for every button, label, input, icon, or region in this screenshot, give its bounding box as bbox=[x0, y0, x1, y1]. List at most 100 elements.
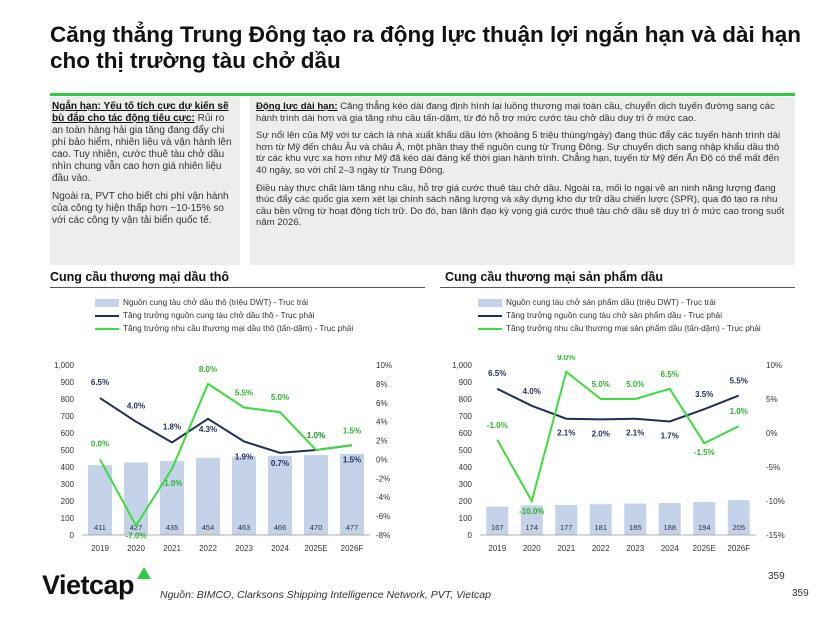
bar-value-label: 194 bbox=[698, 523, 711, 532]
right-axis-tick-label: 10% bbox=[376, 361, 392, 370]
x-axis-tick-label: 2022 bbox=[592, 544, 610, 553]
right-axis-tick-label: -4% bbox=[376, 493, 390, 502]
supply-bar bbox=[589, 504, 612, 535]
supply-growth-label: 4.0% bbox=[127, 402, 145, 411]
bar-value-label: 205 bbox=[732, 523, 745, 532]
right-axis-tick-label: 4% bbox=[376, 418, 388, 427]
demand-growth-label: 5.5% bbox=[235, 389, 253, 398]
bar-value-label: 181 bbox=[594, 523, 607, 532]
right-axis-tick-label: 2% bbox=[376, 437, 388, 446]
demand-growth-line bbox=[496, 370, 740, 504]
right-axis-tick-label: 0% bbox=[376, 455, 388, 464]
left-axis-tick-label: 0 bbox=[468, 531, 473, 540]
left-axis-tick-label: 800 bbox=[459, 395, 473, 404]
left-axis-tick-label: 100 bbox=[459, 514, 473, 523]
right-axis-tick-label: 6% bbox=[376, 399, 388, 408]
chart-2-legend: Nguồn cung tàu chở sản phẩm dầu (triệu D… bbox=[478, 296, 761, 335]
demand-growth-label: 0.0% bbox=[91, 439, 109, 448]
demand-growth-label: -7.0% bbox=[126, 532, 147, 541]
short-term-heading: Ngắn hạn: Yếu tố tích cực dự kiến sẽ bù … bbox=[52, 101, 229, 124]
short-term-paragraph-1: Ngắn hạn: Yếu tố tích cực dự kiến sẽ bù … bbox=[52, 101, 238, 185]
bar-value-label: 177 bbox=[560, 523, 573, 532]
bar-value-label: 185 bbox=[629, 523, 642, 532]
chart-1-legend-demand: Tăng trưởng nhu cầu thương mại dầu thô (… bbox=[123, 324, 354, 333]
chart-2-title: Cung cầu thương mại sản phẩm dầu bbox=[445, 270, 663, 284]
left-axis-tick-label: 900 bbox=[459, 378, 473, 387]
supply-growth-label: 5.5% bbox=[730, 377, 748, 386]
x-axis-tick-label: 2024 bbox=[271, 544, 289, 553]
long-term-box: Động lực dài hạn: Căng thẳng kéo dài đan… bbox=[250, 97, 795, 265]
page-number-2: 359 bbox=[792, 588, 809, 599]
x-axis-tick-label: 2020 bbox=[523, 544, 541, 553]
demand-growth-label: 5.0% bbox=[592, 380, 610, 389]
x-axis-tick-label: 2019 bbox=[91, 544, 109, 553]
chart-1-title: Cung cầu thương mại dầu thô bbox=[50, 270, 230, 284]
supply-growth-label: 1.9% bbox=[235, 453, 253, 462]
demand-growth-label: 5.0% bbox=[271, 393, 289, 402]
x-axis-tick-label: 2023 bbox=[235, 544, 253, 553]
supply-growth-label: 4.3% bbox=[199, 425, 217, 434]
chart-1-legend-bar: Nguồn cung tàu chở dầu thô (triệu DWT) -… bbox=[123, 298, 309, 307]
chart-1-legend-supply: Tăng trưởng nguồn cung tàu chở dầu thô -… bbox=[123, 311, 315, 320]
x-axis-tick-label: 2025E bbox=[304, 544, 327, 553]
supply-bar bbox=[624, 503, 647, 535]
supply-growth-label: 6.5% bbox=[488, 369, 506, 378]
demand-growth-label: 1.0% bbox=[307, 431, 325, 440]
supply-bar bbox=[520, 505, 543, 535]
supply-bar bbox=[160, 461, 184, 535]
supply-growth-label: 4.0% bbox=[523, 387, 541, 396]
legend-green-swatch bbox=[95, 327, 119, 330]
right-axis-tick-label: -5% bbox=[766, 463, 780, 472]
long-term-heading: Động lực dài hạn: bbox=[256, 101, 338, 112]
bar-value-label: 174 bbox=[525, 523, 538, 532]
left-axis-tick-label: 100 bbox=[61, 514, 75, 523]
bar-value-label: 167 bbox=[491, 523, 504, 532]
supply-bar bbox=[124, 462, 148, 535]
x-axis-tick-label: 2023 bbox=[626, 544, 644, 553]
long-term-body: Căng thẳng kéo dài đang định hình lại lu… bbox=[256, 101, 775, 124]
short-term-box: Ngắn hạn: Yếu tố tích cực dự kiến sẽ bù … bbox=[50, 97, 240, 265]
left-axis-tick-label: 1,000 bbox=[54, 361, 75, 370]
source-note: Nguồn: BIMCO, Clarksons Shipping Intelli… bbox=[160, 589, 491, 601]
demand-growth-label: 9.0% bbox=[557, 355, 575, 362]
long-term-paragraph-2: Sự nổi lên của Mỹ với tư cách là nhà xuấ… bbox=[256, 130, 781, 176]
demand-growth-label: 1.5% bbox=[343, 426, 361, 435]
chart-2-legend-supply: Tăng trưởng nguồn cung tàu chở sản phẩm … bbox=[506, 311, 723, 320]
chart-2-legend-bar: Nguồn cung tàu chở sản phẩm dầu (triệu D… bbox=[506, 298, 716, 307]
supply-growth-line bbox=[496, 387, 740, 423]
left-axis-tick-label: 600 bbox=[61, 429, 75, 438]
legend-navy-swatch bbox=[95, 314, 119, 317]
demand-growth-label: -1.0% bbox=[487, 421, 508, 430]
legend-bar-swatch bbox=[95, 298, 119, 307]
supply-growth-label: 3.5% bbox=[695, 390, 713, 399]
x-axis-tick-label: 2025E bbox=[693, 544, 716, 553]
right-axis-tick-label: -8% bbox=[376, 531, 390, 540]
short-term-body: Rủi ro an toàn hàng hải gia tăng đang đẩ… bbox=[52, 113, 232, 184]
left-axis-tick-label: 400 bbox=[61, 463, 75, 472]
bar-value-label: 188 bbox=[663, 523, 676, 532]
logo-triangle-icon bbox=[137, 567, 151, 579]
bar-value-label: 470 bbox=[310, 523, 323, 532]
supply-growth-label: 1.5% bbox=[343, 455, 361, 464]
demand-growth-label: 8.0% bbox=[199, 365, 217, 374]
left-axis-tick-label: 900 bbox=[61, 378, 75, 387]
supply-growth-label: 1.0% bbox=[307, 431, 325, 440]
left-axis-tick-label: 300 bbox=[459, 480, 473, 489]
supply-growth-label: 2.0% bbox=[592, 429, 610, 438]
supply-growth-label: 1.8% bbox=[163, 422, 181, 431]
chart-1-rule bbox=[50, 287, 425, 288]
left-axis-tick-label: 300 bbox=[61, 480, 75, 489]
legend-bar-swatch bbox=[478, 298, 502, 307]
left-axis-tick-label: 800 bbox=[61, 395, 75, 404]
demand-growth-label: -1.0% bbox=[162, 479, 183, 488]
right-axis-tick-label: -6% bbox=[376, 512, 390, 521]
supply-growth-label: 6.5% bbox=[91, 378, 109, 387]
bar-value-label: 454 bbox=[202, 523, 215, 532]
right-axis-tick-label: -2% bbox=[376, 474, 390, 483]
supply-bar bbox=[693, 502, 716, 535]
x-axis-tick-label: 2026F bbox=[341, 544, 364, 553]
title-divider bbox=[50, 93, 795, 96]
bar-value-label: 466 bbox=[274, 523, 287, 532]
right-axis-tick-label: 5% bbox=[766, 395, 778, 404]
demand-growth-label: -10.0% bbox=[519, 507, 544, 516]
